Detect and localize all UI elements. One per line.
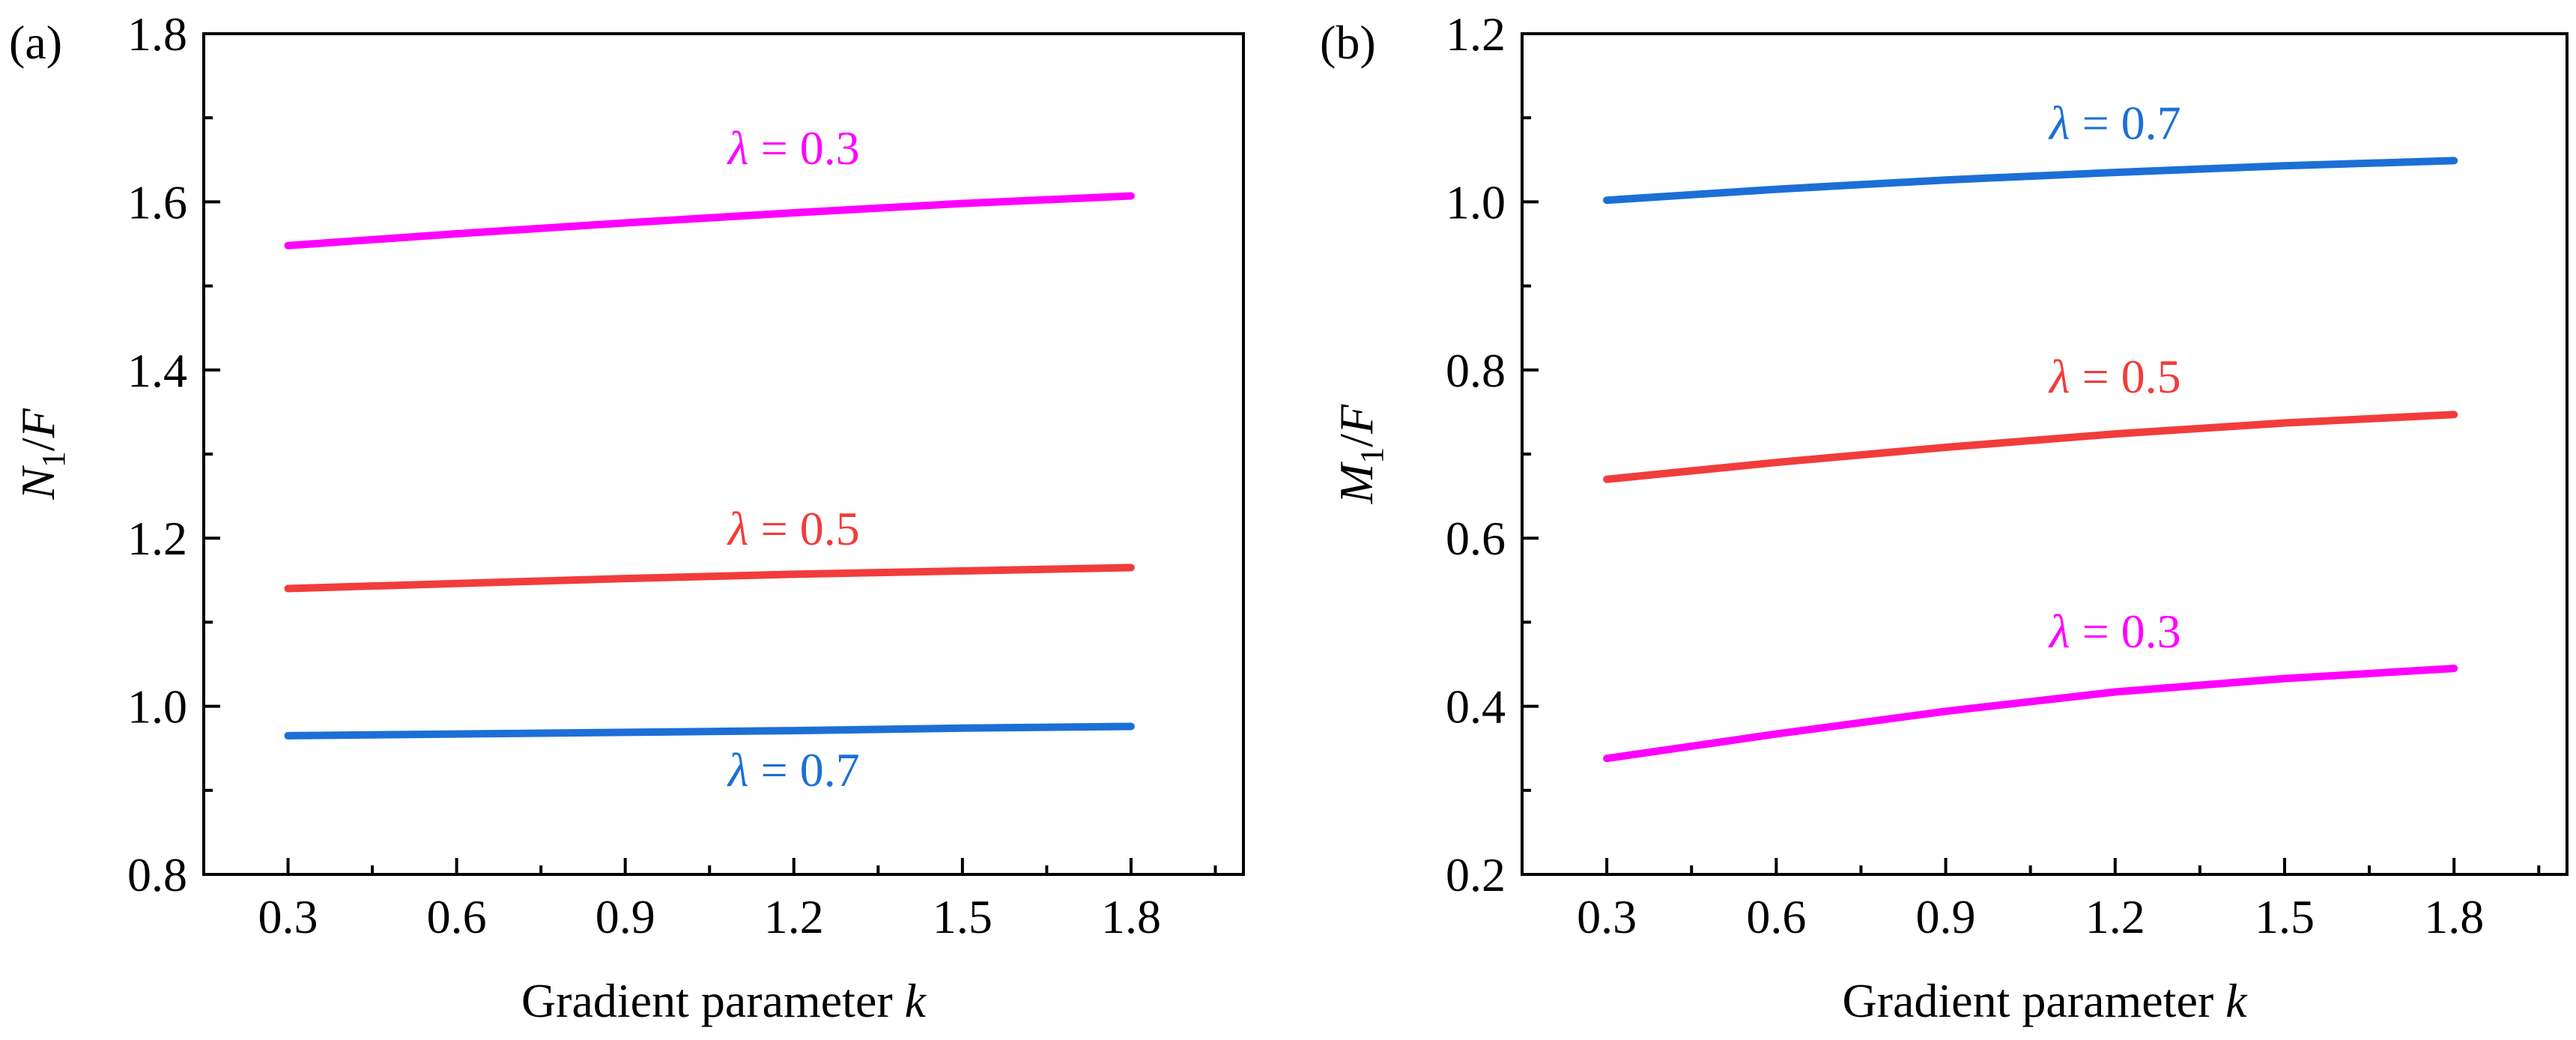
x-axis-label: Gradient parameter k [1842,974,2248,1027]
series-label: λ = 0.5 [727,502,860,555]
series-line-03 [284,192,1135,250]
series-label: λ = 0.7 [727,743,860,796]
series-line-07 [1603,157,2458,205]
y-tick-label: 1.8 [127,7,187,61]
x-axis-label: Gradient parameter k [521,974,927,1027]
chart-panel-b: 0.3 0.6 0.9 1.2 1.5 1.8 0.2 0.4 0.6 0.8 1.0 1.2 (b) G… [1320,7,2569,1027]
panel-label: (b) [1320,16,1376,69]
y-axis-label: M1/F [1330,404,1390,504]
y-tick-label: 0.4 [1446,680,1506,734]
y-tick-label: 1.2 [1446,7,1506,61]
x-tick-label: 0.3 [258,890,318,943]
x-tick-label: 1.5 [2255,890,2315,943]
x-tick-label: 1.2 [2085,890,2145,943]
series-label: λ = 0.5 [2048,350,2181,403]
x-tick-label: 0.3 [1577,890,1637,943]
series-line-07 [284,722,1135,740]
series-label: λ = 0.3 [727,121,860,175]
x-tick-label: 1.2 [764,890,824,943]
x-tick-label: 1.8 [2424,890,2484,943]
y-tick-label: 0.2 [1446,848,1506,901]
series-line-03 [1603,665,2458,763]
series-line-05 [1603,411,2458,483]
y-tick-label: 0.8 [1446,344,1506,397]
x-tick-label: 1.5 [933,890,992,943]
y-axis-label: N1/F [11,408,72,500]
plot-frame [202,32,1245,876]
x-tick-label: 1.8 [1101,890,1161,943]
y-tick-label: 0.8 [127,848,187,901]
series-label: λ = 0.7 [2048,96,2181,149]
x-tick-label: 0.6 [1746,890,1806,943]
x-tick-label: 0.6 [427,890,487,943]
series-line-05 [284,563,1135,593]
y-tick-label: 1.2 [127,512,187,565]
y-tick-label: 1.0 [127,680,187,734]
y-tick-label: 1.6 [127,175,187,229]
y-tick-label: 1.0 [1446,175,1506,229]
y-tick-label: 0.6 [1446,512,1506,565]
series-label: λ = 0.3 [2048,605,2181,658]
chart-panel-a: 0.3 0.6 0.9 1.2 1.5 1.8 0.8 1.0 1.2 1.4 1.6 1.8 (a) G… [9,7,1245,1027]
panel-label: (a) [9,16,62,69]
y-tick-label: 1.4 [127,344,187,397]
x-tick-label: 0.9 [1916,890,1976,943]
x-tick-label: 0.9 [595,890,655,943]
